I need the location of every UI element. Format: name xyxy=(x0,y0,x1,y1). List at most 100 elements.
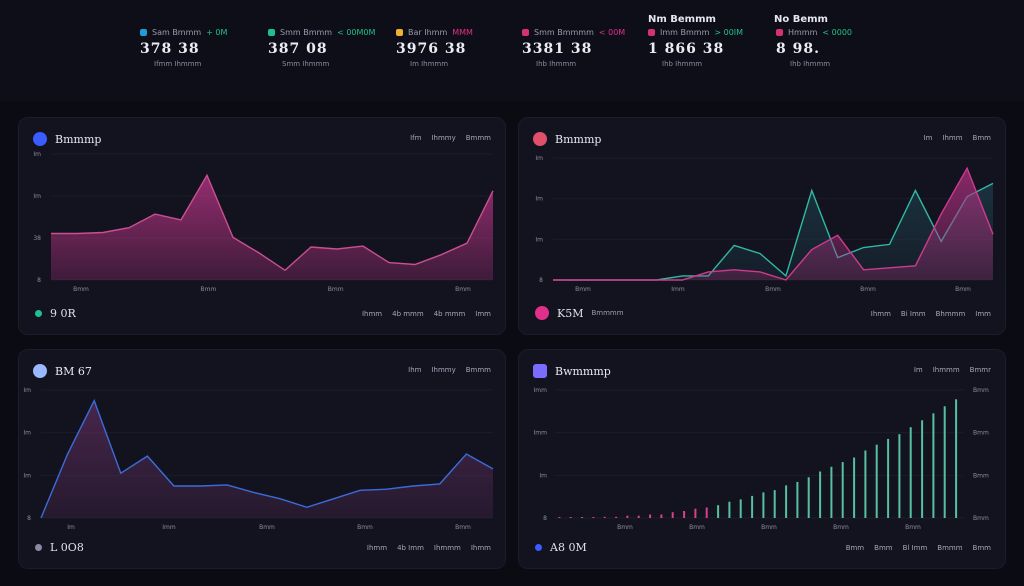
bar xyxy=(581,517,584,518)
x-tick-label: Bmm xyxy=(200,286,216,293)
panel-header: Bmmmp xyxy=(33,132,101,146)
tab-period[interactable]: Ihmmm xyxy=(932,366,960,374)
tab-period[interactable]: Bmmm xyxy=(465,134,491,142)
series-line xyxy=(51,173,494,272)
footer-link[interactable]: Ihmm xyxy=(870,310,891,318)
tab-period[interactable]: Ihmmy xyxy=(431,366,456,374)
header-extra-left: Nm Bemmm xyxy=(648,14,716,25)
panel-logo-icon xyxy=(533,132,547,146)
footer-value: K5M xyxy=(557,306,584,320)
tab-period[interactable]: Ihm xyxy=(408,366,422,374)
y-tick-label: Im xyxy=(23,430,31,437)
x-tick-label: Bmm xyxy=(955,286,971,293)
footer-link[interactable]: Imm xyxy=(475,310,491,318)
bar xyxy=(875,444,878,518)
x-tick-label: Bmm xyxy=(905,524,921,531)
panel-tabs: Ifm Ihmmy Bmmm xyxy=(410,134,491,142)
footer-link[interactable]: Ihmm xyxy=(366,544,388,552)
panel-footer: L 0O8 xyxy=(35,541,84,554)
chart-panel-top-left: Im Im 38 8 Bmm Bmm Bmm Bmm Bmmmp Ifm Ihmmy Bmmm… xyxy=(18,117,506,335)
tab-period[interactable]: Ihmmy xyxy=(431,134,456,142)
tab-period[interactable]: Im xyxy=(923,134,933,142)
stat-name: Smm Bmmmm xyxy=(534,28,594,37)
stat-card[interactable]: Imm Bmmm > 00IM 1 866 38 Ihb Ihmmm xyxy=(648,28,768,84)
bar xyxy=(819,471,822,518)
stat-value: 387 08 xyxy=(268,41,328,57)
stat-card[interactable]: Smm Bmmmm < 00M 3381 38 Ihb Ihmmm xyxy=(522,28,642,84)
stat-color-dot xyxy=(396,29,403,36)
bar xyxy=(830,466,833,518)
bar xyxy=(955,399,958,518)
stat-delta: < 00M xyxy=(598,28,626,37)
panel-header: Bmmmp xyxy=(533,132,601,146)
stat-sub: Im Ihmmm xyxy=(410,60,449,68)
panel-logo-icon xyxy=(533,364,547,378)
x-tick-label: Bmm xyxy=(73,286,89,293)
stat-sub: Ihb Ihmmm xyxy=(536,60,577,68)
tab-period[interactable]: Bmmm xyxy=(465,366,491,374)
stat-card[interactable]: Bar Ihmm MMM 3976 38 Im Ihmmm xyxy=(396,28,516,84)
panel-tabs: Im Ihmmm Bmmr xyxy=(914,366,991,374)
stat-card[interactable]: Smm Bmmm < 00M0M 387 08 Smm Ihmmm xyxy=(268,28,388,84)
tab-period[interactable]: Bmm xyxy=(972,134,991,142)
series-area xyxy=(553,168,993,280)
chart-panel-bottom-left: Im Im Im 8 Im Imm Bmm Bmm Bmm BM 67 Ihm Ihmmy Bm… xyxy=(18,349,506,569)
footer-link[interactable]: Bmmm xyxy=(937,544,963,552)
footer-link[interactable]: Ihmmm xyxy=(433,544,461,552)
stat-delta: > 00IM xyxy=(714,28,744,37)
footer-link[interactable]: Ihmm xyxy=(470,544,491,552)
panel-header: BM 67 xyxy=(33,364,92,378)
area-chart-bottom-left: Im Im Im 8 Im Imm Bmm Bmm Bmm xyxy=(23,387,494,531)
footer-dot-icon xyxy=(535,544,542,551)
stat-delta: < 00M0M xyxy=(337,28,376,37)
panel-tabs: Ihm Ihmmy Bmmm xyxy=(408,366,491,374)
y-tick-label: 38 xyxy=(33,235,41,242)
x-tick-label: Bmm xyxy=(617,524,633,531)
stat-color-dot xyxy=(648,29,655,36)
series-area xyxy=(51,175,493,280)
header-extra-right: No Bemm xyxy=(774,14,828,25)
x-tick-label: Bmm xyxy=(259,524,275,531)
y-tick-label: Im xyxy=(535,155,543,162)
footer-link[interactable]: Bhmmm xyxy=(935,310,966,318)
footer-link[interactable]: Bi Imm xyxy=(900,310,926,318)
footer-link[interactable]: Ihmm xyxy=(361,310,383,318)
bar xyxy=(626,515,629,518)
y-tick-label: 8 xyxy=(539,277,543,284)
footer-link[interactable]: Bmm xyxy=(845,544,865,552)
series-line xyxy=(40,398,494,519)
bar xyxy=(569,517,572,518)
footer-link[interactable]: 4b mmm xyxy=(392,310,424,318)
footer-link[interactable]: 4b Imm xyxy=(397,544,424,552)
bar xyxy=(887,438,890,518)
tab-period[interactable]: Ifm xyxy=(410,134,422,142)
chart-panel-bottom-right: Imm Imm Im 8 Bmm Bmm Bmm Bmm Bmm Bmm Bmm Bmm Bmm Bwm… xyxy=(518,349,1006,569)
stat-card[interactable]: Hmmm < 0000 8 98. Ihb Ihmmm xyxy=(776,28,896,84)
stat-card[interactable]: Sam Bmmm + 0M 378 38 Ifmm Ihmmm xyxy=(140,28,260,84)
footer-links: Ihmm Bi Imm Bhmmm Imm xyxy=(871,310,991,318)
footer-link[interactable]: Imm xyxy=(975,310,991,318)
bar xyxy=(853,457,856,518)
y-tick-label: Imm xyxy=(534,387,548,394)
y-tick-label: 8 xyxy=(543,515,547,522)
x-tick-label: Bmm xyxy=(833,524,849,531)
footer-dot-icon xyxy=(35,310,42,317)
footer-link[interactable]: Bmm xyxy=(972,544,991,552)
y-tick-label: Im xyxy=(23,472,31,479)
tab-period[interactable]: Bmmr xyxy=(969,366,991,374)
stat-value: 3976 38 xyxy=(396,41,467,57)
x-tick-label: Bmm xyxy=(328,286,344,293)
footer-link[interactable]: Bl Imm xyxy=(902,544,928,552)
panel-logo-icon xyxy=(33,132,47,146)
tab-period[interactable]: Im xyxy=(913,366,923,374)
bar xyxy=(796,481,799,518)
y-tick-label: Im xyxy=(539,472,547,479)
bar xyxy=(603,516,606,518)
stat-value: 3381 38 xyxy=(522,41,593,57)
footer-link[interactable]: 4b mmm xyxy=(433,310,466,318)
footer-link[interactable]: Bmm xyxy=(874,544,893,552)
stat-delta: < 0000 xyxy=(822,28,853,37)
stat-color-dot xyxy=(522,29,529,36)
stat-name: Sam Bmmm xyxy=(152,28,202,37)
tab-period[interactable]: Ihmm xyxy=(942,134,963,142)
